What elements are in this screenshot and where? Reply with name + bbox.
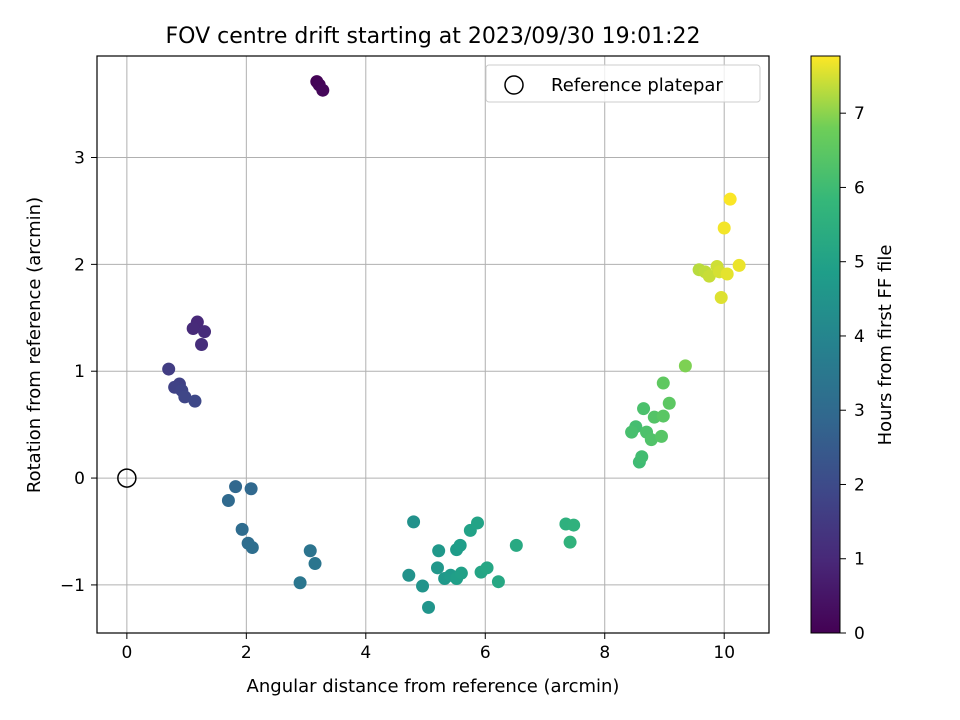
data-point [235, 522, 249, 536]
data-point [635, 450, 649, 464]
data-point [563, 535, 577, 549]
data-point [195, 338, 209, 351]
data-point [714, 290, 728, 304]
legend: Reference platepar [485, 64, 761, 103]
data-point [221, 494, 235, 508]
grid [97, 56, 769, 633]
data-point [303, 544, 317, 558]
data-point [702, 269, 716, 283]
y-tick-label: −1 [60, 576, 85, 596]
y-axis-ticks: −1 0 1 2 3 [60, 149, 97, 596]
colorbar-tick-label: 0 [854, 624, 865, 644]
data-point [723, 192, 737, 206]
data-point [644, 433, 658, 447]
data-point [509, 538, 523, 552]
y-axis-label: Rotation from reference (arcmin) [24, 197, 45, 493]
x-tick-label: 2 [241, 643, 252, 663]
data-point [416, 579, 430, 593]
data-point [316, 83, 330, 97]
data-point [637, 402, 651, 416]
colorbar-tick-label: 4 [854, 327, 865, 347]
colorbar-tick-label: 2 [854, 475, 865, 495]
data-point [244, 482, 258, 496]
data-point [188, 394, 202, 408]
data-point [178, 390, 192, 404]
x-axis-ticks: 0 2 4 6 8 10 [121, 633, 735, 663]
plot-frame [96, 55, 770, 634]
reference-marker [117, 468, 137, 488]
colorbar-tick-label: 6 [854, 178, 865, 198]
data-point [678, 359, 692, 373]
colorbar-label: Hours from first FF file [875, 245, 896, 446]
y-tick-label: 1 [74, 362, 85, 382]
y-tick-label: 2 [74, 255, 85, 275]
data-point [491, 575, 505, 589]
x-tick-label: 8 [599, 643, 610, 663]
data-point [432, 544, 446, 558]
data-point [662, 396, 676, 410]
data-point [471, 516, 485, 530]
data-point [162, 362, 176, 376]
data-point [656, 409, 670, 423]
data-point [186, 321, 200, 335]
data-point [454, 566, 468, 580]
data-point [229, 480, 243, 494]
y-tick-label: 3 [74, 149, 85, 169]
data-point [717, 221, 731, 235]
chart-title: FOV centre drift starting at 2023/09/30 … [166, 24, 701, 49]
y-tick-label: 0 [74, 469, 85, 489]
data-point [245, 541, 259, 555]
data-point [656, 376, 670, 390]
colorbar-tick-label: 7 [854, 104, 865, 124]
data-points [162, 75, 746, 614]
colorbar [810, 55, 841, 634]
data-point [625, 425, 639, 439]
data-point [308, 557, 322, 571]
x-axis-label: Angular distance from reference (arcmin) [247, 676, 620, 697]
data-point [422, 600, 436, 614]
data-point [720, 267, 734, 281]
x-tick-label: 0 [121, 643, 132, 663]
x-tick-label: 10 [713, 643, 735, 663]
data-point [293, 576, 307, 590]
colorbar-ticks: 0 1 2 3 4 5 6 7 [840, 104, 865, 644]
legend-box [485, 64, 761, 103]
data-point [198, 325, 212, 339]
legend-label: Reference platepar [551, 75, 723, 96]
data-point [407, 515, 421, 529]
colorbar-tick-label: 1 [854, 550, 865, 570]
data-point [480, 561, 494, 575]
data-point [453, 538, 467, 552]
colorbar-tick-label: 3 [854, 401, 865, 421]
x-tick-label: 6 [480, 643, 491, 663]
data-point [402, 568, 416, 582]
data-point [567, 518, 581, 532]
colorbar-tick-label: 5 [854, 253, 865, 273]
data-point [430, 561, 444, 575]
x-tick-label: 4 [360, 643, 371, 663]
data-point [654, 429, 668, 443]
legend-marker [504, 75, 524, 95]
data-point [732, 258, 746, 272]
